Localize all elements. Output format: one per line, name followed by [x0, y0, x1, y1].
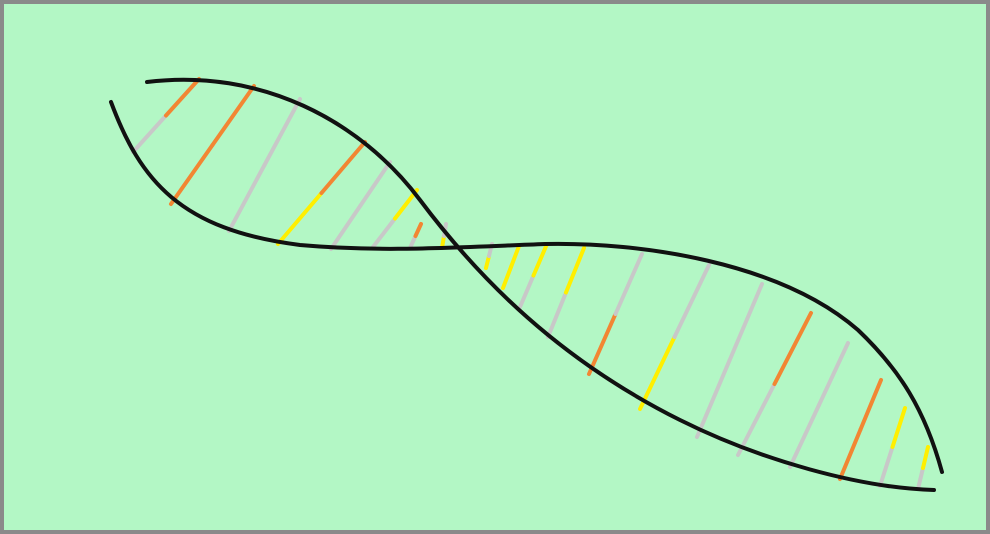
base-pair-19-upper-half [890, 406, 907, 449]
base-pair-6-lower-half [371, 216, 397, 249]
base-pair-7-lower-half [408, 234, 418, 250]
base-pair-16-upper-half [772, 311, 813, 386]
base-pair-4-lower-half [276, 191, 324, 246]
diagram-canvas [4, 4, 986, 530]
base-pair-5-upper-half [358, 160, 392, 208]
base-pair-6-upper-half [393, 188, 419, 221]
base-pair-17-upper-half [817, 341, 850, 407]
base-pair-rungs [131, 77, 930, 491]
base-pair-10-upper-half [509, 244, 521, 269]
base-pair-12-lower-half [546, 290, 568, 339]
backbone-strand-a [109, 100, 944, 474]
base-pair-13-upper-half [613, 252, 644, 316]
base-pair-3-lower-half [227, 163, 267, 233]
base-pair-7-upper-half [413, 222, 423, 238]
base-pair-15-lower-half [695, 358, 732, 439]
backbone-strand-b [145, 77, 936, 492]
base-pair-3-upper-half [262, 97, 302, 167]
base-pair-14-lower-half [638, 335, 677, 411]
base-pair-18-upper-half [858, 378, 883, 432]
base-pair-9-lower-half [484, 254, 491, 270]
base-pair-11-upper-half [531, 242, 549, 278]
base-pair-17-lower-half [788, 403, 821, 469]
base-pair-10-lower-half [501, 265, 513, 290]
base-pair-16-lower-half [736, 382, 777, 457]
base-pair-12-upper-half [564, 246, 586, 295]
base-pair-20-lower-half [916, 466, 925, 491]
base-pair-13-lower-half [587, 312, 618, 376]
base-pair-19-lower-half [878, 445, 895, 488]
base-pair-1-upper-half [164, 77, 201, 118]
base-pair-11-lower-half [518, 273, 536, 309]
base-pair-4-upper-half [319, 140, 367, 195]
base-pair-20-upper-half [921, 445, 930, 470]
base-pair-1-lower-half [131, 113, 168, 154]
dna-helix-diagram [109, 77, 944, 492]
base-pair-15-upper-half [727, 282, 764, 363]
base-pair-18-lower-half [838, 427, 863, 481]
base-pair-2-lower-half [169, 143, 215, 206]
base-pair-2-upper-half [210, 84, 256, 147]
base-pair-14-upper-half [672, 263, 711, 339]
base-pair-5-lower-half [329, 203, 363, 251]
